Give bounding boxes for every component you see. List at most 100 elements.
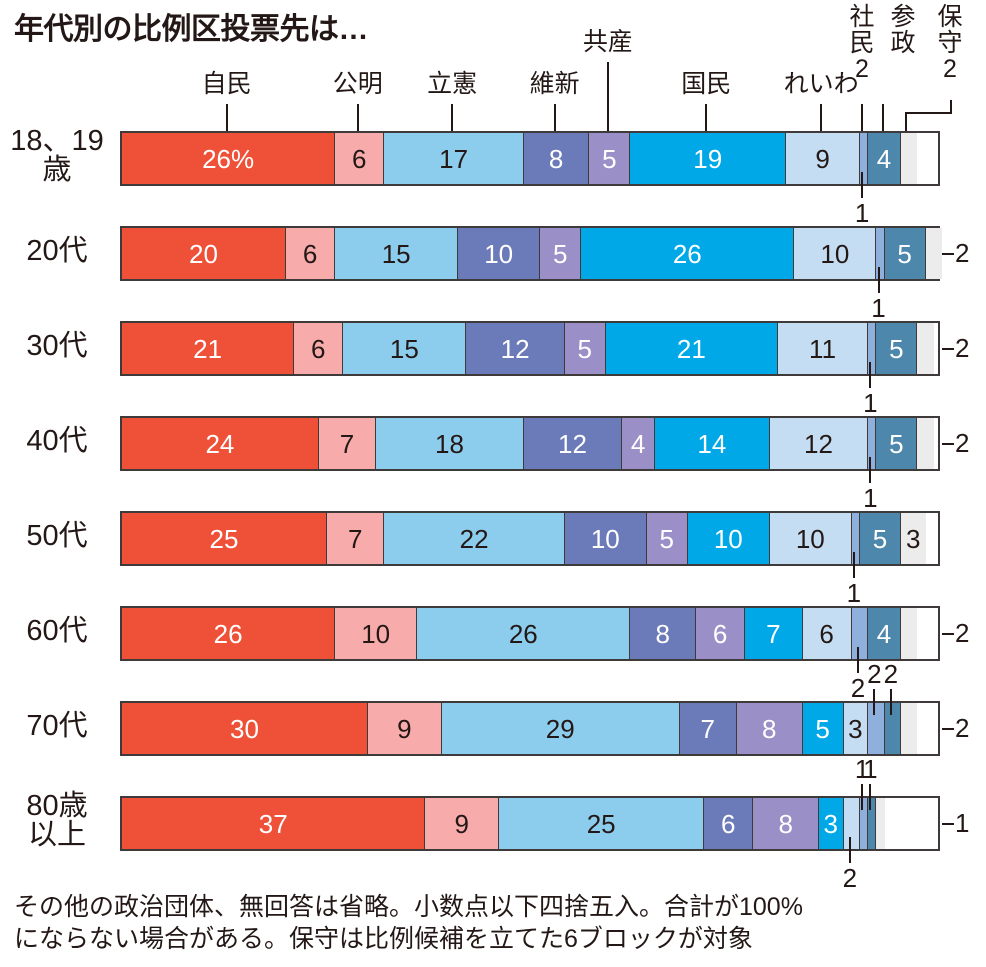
bar-segment-rikken[interactable]: 15 bbox=[335, 228, 459, 279]
bar-segment-rikken[interactable]: 26 bbox=[417, 608, 631, 659]
bar-segment-sansei[interactable] bbox=[884, 703, 901, 754]
bar-segment-shamin[interactable] bbox=[851, 513, 860, 564]
bar-segment-ishin[interactable]: 12 bbox=[523, 418, 623, 469]
bar-segment-jimin[interactable]: 26 bbox=[122, 608, 336, 659]
segment-value: 29 bbox=[545, 713, 575, 744]
segment-value: 11 bbox=[809, 333, 837, 364]
bar-segment-reiwa[interactable]: 10 bbox=[769, 513, 852, 564]
bar-segment-shamin[interactable] bbox=[868, 418, 877, 469]
bar-segment-shamin[interactable] bbox=[868, 323, 877, 374]
callout-value: 2 bbox=[955, 617, 970, 648]
bar-segment-ishin[interactable]: 8 bbox=[630, 608, 696, 659]
bar-segment-sansei[interactable]: 5 bbox=[859, 513, 901, 564]
bar-segment-rikken[interactable]: 18 bbox=[376, 418, 524, 469]
bar-segment-kyosan[interactable]: 8 bbox=[736, 703, 803, 754]
bar-segment-jimin[interactable]: 24 bbox=[122, 418, 319, 469]
segment-value: 17 bbox=[439, 143, 469, 174]
bar-segment-hoshu[interactable] bbox=[900, 703, 918, 754]
bar-segment-shamin[interactable] bbox=[859, 798, 869, 849]
segment-value: 8 bbox=[762, 713, 777, 744]
bar-segment-jimin[interactable]: 25 bbox=[122, 513, 327, 564]
bar-segment-komei[interactable]: 6 bbox=[294, 323, 344, 374]
legend-label-char: 保 bbox=[937, 3, 963, 31]
bar-segment-komei[interactable]: 7 bbox=[327, 513, 385, 564]
callout-value: 1 bbox=[846, 578, 862, 608]
segment-value: 7 bbox=[339, 428, 355, 459]
bar-segment-ishin[interactable]: 10 bbox=[564, 513, 647, 564]
bar-segment-reiwa[interactable]: 11 bbox=[777, 323, 869, 374]
bar-segment-shamin[interactable] bbox=[876, 228, 885, 279]
bar-segment-shamin[interactable] bbox=[859, 133, 869, 184]
bar-segment-ishin[interactable]: 8 bbox=[523, 133, 590, 184]
bar-segment-ishin[interactable]: 7 bbox=[679, 703, 737, 754]
bar-segment-sansei[interactable]: 5 bbox=[876, 418, 918, 469]
bar-segment-kokumin[interactable]: 26 bbox=[581, 228, 795, 279]
bar-segment-kokumin[interactable]: 5 bbox=[802, 703, 844, 754]
bar-segment-sansei[interactable]: 5 bbox=[884, 228, 926, 279]
bar-segment-reiwa[interactable]: 12 bbox=[769, 418, 869, 469]
callout-value: 2 bbox=[867, 659, 882, 689]
bar-segment-jimin[interactable]: 20 bbox=[122, 228, 286, 279]
bar-segment-jimin[interactable]: 37 bbox=[122, 798, 426, 849]
bar-segment-sansei[interactable]: 4 bbox=[868, 133, 901, 184]
bar-segment-reiwa[interactable] bbox=[843, 798, 860, 849]
bar-segment-kokumin[interactable]: 10 bbox=[687, 513, 770, 564]
bar-segment-ishin[interactable]: 6 bbox=[704, 798, 754, 849]
bar-segment-hoshu[interactable] bbox=[917, 418, 934, 469]
bar-segment-rikken[interactable]: 17 bbox=[384, 133, 524, 184]
bar-segment-jimin[interactable]: 21 bbox=[122, 323, 295, 374]
bar-segment-komei[interactable]: 6 bbox=[286, 228, 336, 279]
bar-segment-rikken[interactable]: 22 bbox=[384, 513, 565, 564]
bar-segment-jimin[interactable]: 30 bbox=[122, 703, 368, 754]
bar-segment-hoshu[interactable] bbox=[925, 228, 942, 279]
bar-segment-hoshu[interactable] bbox=[917, 323, 934, 374]
bar-segment-shamin[interactable] bbox=[868, 703, 885, 754]
bar-segment-komei[interactable]: 9 bbox=[425, 798, 500, 849]
bar-segment-kokumin[interactable]: 14 bbox=[654, 418, 770, 469]
bar-segment-rikken[interactable]: 25 bbox=[499, 798, 705, 849]
bar-segment-komei[interactable]: 9 bbox=[368, 703, 442, 754]
bar-segment-jimin[interactable]: 26% bbox=[122, 133, 336, 184]
segment-value: 25 bbox=[209, 523, 239, 554]
bar-segment-kokumin[interactable]: 19 bbox=[630, 133, 787, 184]
bar-segment-kyosan[interactable]: 5 bbox=[564, 323, 606, 374]
bar-segment-hoshu[interactable] bbox=[900, 608, 918, 659]
row-label-line: 40代 bbox=[26, 424, 88, 457]
bar-segment-reiwa[interactable]: 10 bbox=[794, 228, 877, 279]
bar-segment-hoshu[interactable] bbox=[900, 133, 918, 184]
bar-segment-reiwa[interactable]: 6 bbox=[802, 608, 852, 659]
bar-segment-ishin[interactable]: 10 bbox=[458, 228, 541, 279]
bar-segment-sansei[interactable] bbox=[868, 798, 877, 849]
bar-segment-komei[interactable]: 10 bbox=[335, 608, 418, 659]
segment-value: 12 bbox=[558, 428, 587, 459]
callout-value: 2 bbox=[850, 673, 866, 703]
bar-segment-komei[interactable]: 6 bbox=[335, 133, 385, 184]
segment-value: 5 bbox=[659, 523, 675, 554]
bar-segment-kokumin[interactable]: 7 bbox=[745, 608, 803, 659]
bar-segment-kyosan[interactable]: 5 bbox=[646, 513, 688, 564]
bar-segment-kokumin[interactable]: 21 bbox=[605, 323, 778, 374]
bar-segment-shamin[interactable] bbox=[851, 608, 869, 659]
bar-segment-hoshu[interactable] bbox=[876, 798, 885, 849]
legend-leader-line bbox=[950, 100, 952, 114]
bar-segment-kyosan[interactable]: 8 bbox=[753, 798, 819, 849]
bar-segment-reiwa[interactable]: 3 bbox=[843, 703, 869, 754]
bar-segment-kyosan[interactable]: 4 bbox=[622, 418, 655, 469]
bar-segment-kyosan[interactable]: 5 bbox=[540, 228, 582, 279]
bar-segment-kyosan[interactable]: 6 bbox=[695, 608, 746, 659]
bar-segment-sansei[interactable]: 4 bbox=[868, 608, 901, 659]
bar-segment-kyosan[interactable]: 5 bbox=[589, 133, 631, 184]
bar-segment-ishin[interactable]: 12 bbox=[466, 323, 565, 374]
bar-segment-rikken[interactable]: 15 bbox=[343, 323, 467, 374]
row-label-line: 60代 bbox=[26, 614, 88, 647]
bar-segment-sansei[interactable]: 5 bbox=[876, 323, 918, 374]
bar-segment-hoshu[interactable]: 3 bbox=[900, 513, 926, 564]
segment-value: 10 bbox=[361, 618, 391, 649]
bar-segment-kokumin[interactable]: 3 bbox=[818, 798, 844, 849]
callout-leader-line bbox=[852, 552, 855, 578]
bar-segment-rikken[interactable]: 29 bbox=[441, 703, 680, 754]
bar-segment-reiwa[interactable]: 9 bbox=[786, 133, 860, 184]
bar-segment-komei[interactable]: 7 bbox=[318, 418, 377, 469]
callout-value: 1 bbox=[871, 293, 886, 323]
